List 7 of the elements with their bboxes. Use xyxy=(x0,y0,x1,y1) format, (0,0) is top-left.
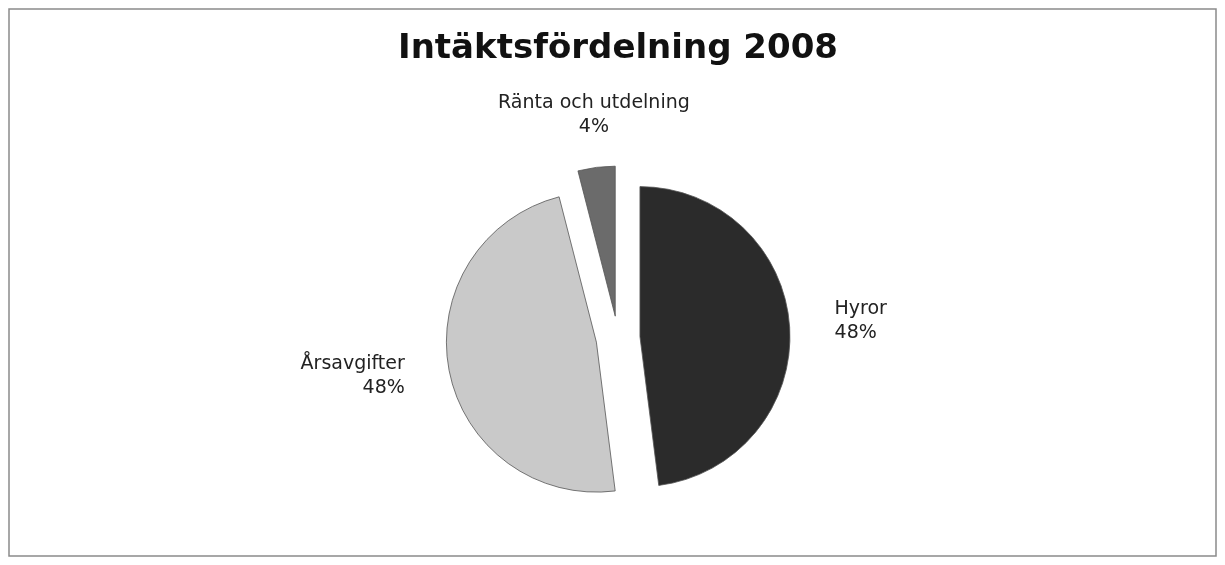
slice-label: Årsavgifter xyxy=(300,350,406,373)
data-label: 48% xyxy=(362,374,405,397)
slice-label: Ränta och utdelning xyxy=(498,89,690,112)
data-label: 48% xyxy=(834,320,877,343)
slice-label: Hyror xyxy=(834,296,888,319)
data-label: 4% xyxy=(578,113,610,136)
chart-title: Intäktsfördelning 2008 xyxy=(398,26,838,66)
